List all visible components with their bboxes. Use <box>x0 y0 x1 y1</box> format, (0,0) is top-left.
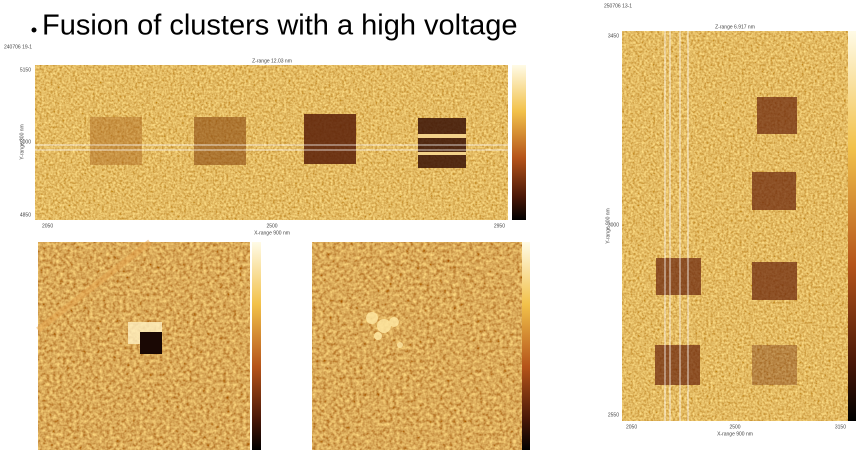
cluster <box>397 342 403 348</box>
z-range: Z-range 6.917 nm <box>715 24 755 30</box>
x-tick-label: 3150 <box>835 424 846 430</box>
afm-image <box>312 242 522 450</box>
y-tick-label: 2550 <box>608 412 619 418</box>
image-id: 250706 13-1 <box>604 3 632 9</box>
y-range: Y-range 300 nm <box>19 124 25 159</box>
image-id: 240706 19-1 <box>4 44 32 50</box>
colorbar <box>252 242 261 450</box>
hole <box>140 332 162 354</box>
cluster <box>374 332 382 340</box>
x-tick-label: 2050 <box>626 424 637 430</box>
square <box>752 262 797 300</box>
z-range: Z-range 12.03 nm <box>252 58 292 64</box>
cluster <box>389 317 399 327</box>
square <box>656 258 701 295</box>
cluster <box>377 319 391 333</box>
stripe <box>418 152 466 155</box>
slide-title: Fusion of clusters with a high voltage <box>42 10 518 42</box>
square <box>752 345 797 385</box>
x-range: X-range 900 nm <box>254 230 290 236</box>
colorbar <box>512 65 526 220</box>
y-range: Y-range 900 nm <box>605 208 611 243</box>
square <box>757 97 797 134</box>
cluster <box>366 312 378 324</box>
square <box>304 114 356 164</box>
y-tick-label: 5150 <box>20 67 31 73</box>
colorbar <box>522 242 530 450</box>
square <box>90 117 142 165</box>
square <box>752 172 796 210</box>
slide: Fusion of clusters with a high voltage 2… <box>0 0 856 450</box>
y-tick-label: 3450 <box>608 33 619 39</box>
square <box>194 117 246 165</box>
x-tick-label: 2950 <box>494 223 505 229</box>
x-tick-label: 2050 <box>42 223 53 229</box>
x-tick-label: 2500 <box>729 424 740 430</box>
x-range: X-range 900 nm <box>717 431 753 437</box>
slide-canvas: Fusion of clusters with a high voltage 2… <box>0 0 856 450</box>
stripe <box>418 134 466 138</box>
x-tick-label: 2500 <box>266 223 277 229</box>
square <box>655 345 700 385</box>
bullet <box>32 28 37 33</box>
square <box>418 118 466 168</box>
colorbar <box>848 31 856 421</box>
y-tick-label: 4850 <box>20 212 31 218</box>
